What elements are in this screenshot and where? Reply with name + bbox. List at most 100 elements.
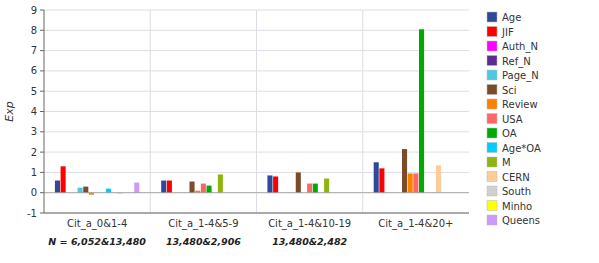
bar — [218, 174, 223, 192]
legend-swatch — [487, 70, 497, 80]
legend-swatch — [487, 128, 497, 138]
legend-swatch — [487, 27, 497, 37]
tick-mark — [40, 30, 44, 31]
category-label: Cit_a_0&1-4 — [67, 218, 127, 230]
tick-mark — [40, 172, 44, 173]
legend-label: Page_N — [502, 70, 539, 82]
bar — [307, 184, 312, 193]
tick-mark — [40, 91, 44, 92]
tick-label: 3 — [31, 126, 37, 137]
legend-label: Queens — [502, 215, 540, 226]
bar — [190, 182, 195, 193]
grid — [44, 10, 469, 213]
legend-label: CERN — [502, 172, 530, 183]
tick-label: 0 — [31, 187, 37, 198]
tick-label: 5 — [31, 86, 37, 97]
bar — [402, 149, 407, 193]
tick-mark — [40, 213, 44, 214]
annotation: 13,480&2,482 — [272, 236, 347, 247]
bar — [436, 165, 441, 192]
group-separator — [256, 10, 257, 213]
legend-swatch — [487, 186, 497, 196]
legend-swatch — [487, 85, 497, 95]
tick-mark — [40, 131, 44, 132]
legend-label: USA — [502, 114, 523, 125]
bar — [207, 186, 212, 193]
bar — [161, 181, 166, 193]
legend-swatch — [487, 201, 497, 211]
y-axis: -1 0 1 2 3 4 5 6 7 8 9 — [27, 5, 44, 219]
legend-label: Sci — [502, 85, 517, 96]
tick-mark — [40, 50, 44, 51]
bar — [273, 176, 278, 192]
bar — [78, 188, 83, 193]
legend-label: Age*OA — [502, 143, 541, 154]
bar — [419, 29, 424, 192]
tick-label: -1 — [27, 208, 37, 219]
legend-swatch — [487, 215, 497, 225]
annotation: 13,480&2,906 — [166, 236, 241, 247]
category-label: Cit_a_1-4&10-19 — [268, 218, 351, 230]
bar — [408, 173, 413, 192]
legend-swatch — [487, 12, 497, 22]
bar — [61, 166, 66, 192]
bar — [313, 184, 318, 193]
tick-label: 4 — [31, 106, 37, 117]
legend-label: Review — [502, 99, 538, 110]
bar — [134, 183, 139, 193]
bar — [106, 189, 111, 193]
legend-label: Minho — [502, 201, 532, 212]
legend-label: Ref_N — [502, 56, 531, 68]
legend-swatch — [487, 172, 497, 182]
tick-label: 2 — [31, 147, 37, 158]
legend-swatch — [487, 143, 497, 153]
bar — [374, 162, 379, 192]
legend: Age JIF Auth_N Ref_N Page_N Sci Review USA OA Age… — [487, 12, 541, 226]
bar — [324, 178, 329, 192]
zero-line — [44, 192, 469, 193]
legend-swatch — [487, 157, 497, 167]
category-label: Cit_a_1-4&5-9 — [168, 218, 238, 230]
tick-label: 8 — [31, 25, 37, 36]
legend-swatch — [487, 56, 497, 66]
tick-label: 1 — [31, 167, 37, 178]
group-separator — [362, 10, 363, 213]
bar — [296, 172, 301, 192]
tick-mark — [40, 70, 44, 71]
bar — [167, 181, 172, 193]
legend-label: Auth_N — [502, 41, 538, 53]
bar — [379, 168, 384, 192]
y-axis-label: Exp — [3, 101, 16, 121]
grid-line — [44, 213, 469, 214]
bar — [201, 184, 206, 193]
group-separator — [150, 10, 151, 213]
bar — [83, 187, 88, 193]
annotation: N = 6,052&13,480 — [48, 236, 146, 247]
legend-swatch — [487, 114, 497, 124]
category-label: Cit_a_1-4&20+ — [378, 218, 453, 230]
x-axis: Cit_a_0&1-4 Cit_a_1-4&5-9 Cit_a_1-4&10-19 C… — [67, 218, 453, 230]
chart: -10123456789Cit_a_0&1-4Cit_a_1-4&5-9Cit_… — [0, 0, 599, 263]
tick-label: 6 — [31, 65, 37, 76]
legend-label: Age — [502, 12, 521, 23]
annotations: N = 6,052&13,480 13,480&2,906 13,480&2,482 — [48, 236, 347, 247]
bars — [55, 29, 441, 194]
bar — [267, 175, 272, 192]
legend-label: OA — [502, 128, 517, 139]
grid-line — [44, 192, 469, 193]
x-axis-line — [44, 213, 469, 214]
tick-mark — [40, 111, 44, 112]
tick-label: 9 — [31, 5, 37, 16]
legend-label: South — [502, 186, 531, 197]
tick-mark — [40, 10, 44, 11]
y-axis-line — [44, 10, 45, 213]
legend-label: JIF — [501, 27, 514, 38]
legend-swatch — [487, 41, 497, 51]
tick-mark — [40, 152, 44, 153]
legend-label: M — [502, 157, 511, 168]
bar — [413, 173, 418, 192]
legend-swatch — [487, 99, 497, 109]
tick-mark — [40, 192, 44, 193]
bar — [55, 181, 60, 193]
tick-label: 7 — [31, 45, 37, 56]
